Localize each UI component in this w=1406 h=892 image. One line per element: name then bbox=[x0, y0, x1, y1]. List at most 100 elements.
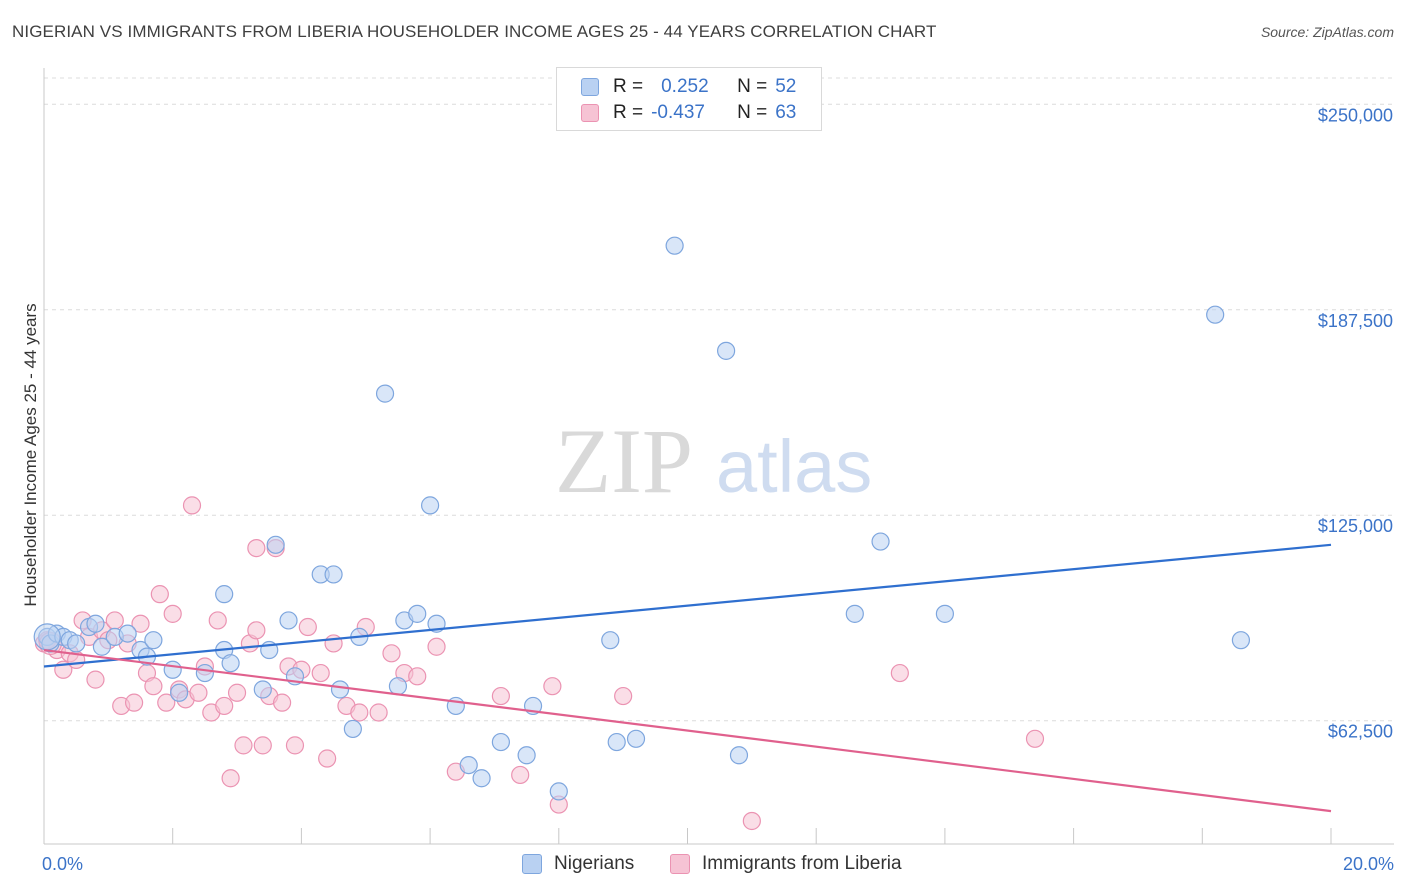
watermark-atlas: atlas bbox=[716, 425, 872, 508]
liberia-point bbox=[253, 736, 272, 755]
bottom-legend-swatch-pink bbox=[670, 854, 690, 874]
y-tick-label: $187,500 bbox=[1318, 311, 1393, 331]
liberia-point bbox=[150, 585, 169, 604]
nigerian-point bbox=[375, 384, 395, 403]
liberia-point bbox=[215, 696, 234, 716]
liberia-point bbox=[221, 769, 240, 788]
nigerian-point bbox=[195, 663, 214, 683]
nigerian-point bbox=[330, 680, 350, 699]
liberia-point bbox=[285, 736, 305, 755]
axes bbox=[43, 68, 1394, 845]
liberia-point bbox=[614, 686, 633, 706]
liberia-point bbox=[144, 677, 163, 696]
liberia-point bbox=[247, 539, 266, 558]
liberia-point bbox=[86, 670, 105, 689]
nigerian-point bbox=[626, 729, 646, 748]
legend-n-value: 63 bbox=[775, 102, 797, 123]
nigerian-point bbox=[517, 746, 536, 765]
y-axis-label: Householder Income Ages 25 - 44 years bbox=[21, 303, 40, 606]
liberia-point bbox=[742, 811, 761, 831]
nigerian-point bbox=[67, 634, 86, 653]
nigerian-point bbox=[871, 532, 890, 551]
legend-r-label: R = bbox=[613, 102, 644, 123]
nigerian-point bbox=[491, 732, 510, 752]
legend-n-label: N = bbox=[737, 102, 768, 123]
legend-row-liberia: R = -0.437 N = 63 bbox=[581, 101, 796, 125]
nigerian-point bbox=[343, 719, 362, 739]
nigerian-point bbox=[472, 769, 491, 788]
gridlines bbox=[44, 77, 1394, 722]
legend-r-label: R = bbox=[613, 76, 644, 97]
y-tick-labels: $62,500 $125,000 $187,500 $250,000 bbox=[1318, 105, 1393, 741]
x-tick-label-min: 0.0% bbox=[42, 854, 83, 874]
nigerian-point bbox=[86, 614, 105, 633]
nigerian-point bbox=[163, 660, 182, 679]
liberia-point bbox=[208, 611, 227, 630]
liberia-point bbox=[163, 604, 182, 623]
liberia-point bbox=[890, 663, 909, 683]
legend-r-value: 0.252 bbox=[661, 76, 709, 97]
legend-row-nigerians: R = 0.252 N = 52 bbox=[581, 75, 796, 99]
liberia-point bbox=[105, 611, 124, 630]
bottom-legend-liberia: Immigrants from Liberia bbox=[670, 852, 902, 876]
legend-n-value: 52 bbox=[775, 76, 797, 97]
nigerian-point bbox=[459, 755, 478, 775]
nigerian-point bbox=[1231, 631, 1251, 650]
y-tick-label: $250,000 bbox=[1318, 105, 1393, 125]
liberia-point bbox=[247, 621, 266, 640]
liberia-point bbox=[408, 667, 427, 686]
chart-title: NIGERIAN VS IMMIGRANTS FROM LIBERIA HOUS… bbox=[12, 22, 937, 41]
liberia-point bbox=[318, 749, 337, 768]
nigerian-point bbox=[845, 604, 864, 623]
liberia-point bbox=[272, 693, 292, 712]
nigerian-point bbox=[729, 746, 749, 765]
liberia-point bbox=[543, 677, 562, 696]
nigerian-point bbox=[279, 611, 298, 630]
nigerian-point bbox=[601, 631, 620, 650]
liberia-point bbox=[157, 693, 176, 712]
series-liberia-points bbox=[34, 496, 1045, 831]
nigerian-point bbox=[1206, 305, 1225, 324]
legend-r-value: -0.437 bbox=[651, 102, 705, 123]
liberia-point bbox=[182, 496, 202, 515]
nigerian-point bbox=[408, 604, 427, 623]
bottom-legend-label-liberia: Immigrants from Liberia bbox=[702, 853, 902, 874]
liberia-point bbox=[1025, 729, 1045, 748]
liberia-point bbox=[382, 644, 401, 663]
liberia-point bbox=[511, 765, 530, 785]
bottom-legend-nigerians: Nigerians bbox=[522, 852, 634, 876]
nigerian-point bbox=[170, 683, 189, 702]
liberia-point bbox=[491, 686, 510, 706]
liberia-point bbox=[311, 663, 330, 683]
liberia-point bbox=[227, 683, 247, 702]
bottom-legend-label-nigerians: Nigerians bbox=[554, 853, 635, 874]
y-tick-label: $125,000 bbox=[1318, 516, 1393, 536]
legend-n-label: N = bbox=[737, 76, 768, 97]
nigerian-point bbox=[324, 565, 343, 584]
nigerian-point bbox=[388, 677, 408, 696]
liberia-point bbox=[124, 693, 144, 712]
liberia-trendline bbox=[43, 648, 1332, 813]
liberia-point bbox=[427, 637, 446, 656]
legend-swatch-blue bbox=[581, 78, 599, 96]
nigerian-point bbox=[717, 341, 736, 360]
liberia-point bbox=[369, 703, 388, 722]
bottom-legend-swatch-blue bbox=[522, 854, 542, 874]
nigerian-point bbox=[549, 782, 568, 801]
watermark-zip: ZIP bbox=[555, 410, 693, 512]
correlation-legend: R = 0.252 N = 52 R = -0.437 N = 63 bbox=[556, 67, 822, 131]
liberia-point bbox=[234, 736, 253, 755]
nigerian-point bbox=[935, 604, 955, 623]
legend-swatch-pink bbox=[581, 104, 599, 122]
trendlines bbox=[43, 543, 1332, 813]
nigerian-point bbox=[92, 637, 112, 656]
nigerian-point bbox=[215, 585, 234, 604]
source-label: Source: ZipAtlas.com bbox=[1260, 24, 1394, 40]
nigerian-point bbox=[118, 624, 137, 643]
nigerian-point bbox=[266, 535, 285, 554]
nigerian-point bbox=[665, 236, 684, 255]
nigerian-point bbox=[421, 496, 440, 515]
x-tick-label-max: 20.0% bbox=[1343, 854, 1394, 874]
nigerian-point bbox=[221, 654, 240, 673]
